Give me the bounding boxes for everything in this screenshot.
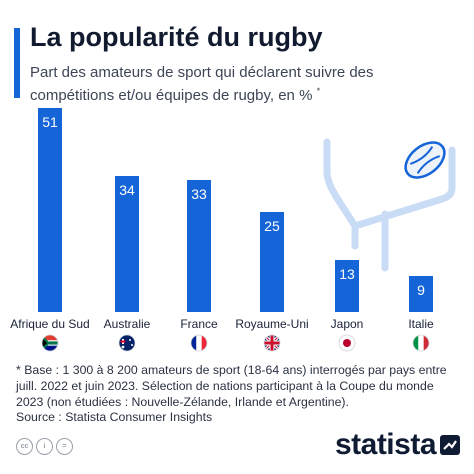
category-label-1: Australie	[104, 317, 151, 331]
italy-flag	[412, 334, 430, 352]
bar-3	[260, 212, 284, 312]
france-flag	[190, 334, 208, 352]
data-label-3: 25	[264, 218, 280, 234]
rugby-decoration	[323, 138, 456, 272]
data-labels-group: 51 34 33 25 13 9	[42, 114, 425, 298]
category-label-2: France	[180, 317, 218, 331]
subtitle-footnote-marker: *	[316, 86, 321, 96]
rugby-ball-icon	[404, 141, 446, 179]
category-label-4: Japon	[331, 317, 364, 331]
south-africa-flag	[41, 334, 59, 352]
chart-subtitle: Part des amateurs de sport qui déclarent…	[30, 63, 460, 105]
license-icons: cc i =	[16, 438, 73, 455]
united-kingdom-flag	[263, 334, 281, 352]
creative-commons-icon[interactable]: cc	[16, 438, 33, 455]
bar-1	[115, 176, 139, 312]
rugby-goal-posts-icon	[323, 138, 456, 272]
data-label-1: 34	[119, 182, 135, 198]
data-label-4: 13	[339, 266, 355, 282]
statista-logo[interactable]: statista	[335, 428, 460, 462]
bar-5	[409, 276, 433, 312]
title-accent-bar	[14, 28, 20, 98]
footnote: * Base : 1 300 à 8 200 amateurs de sport…	[16, 363, 447, 409]
japan-flag	[338, 334, 356, 352]
statista-mark-icon	[440, 435, 460, 455]
data-label-0: 51	[42, 114, 58, 130]
no-derivatives-icon[interactable]: =	[56, 438, 73, 455]
bar-4	[335, 260, 359, 312]
data-label-2: 33	[191, 186, 207, 202]
brand-name: statista	[334, 428, 437, 461]
category-label-3: Royaume-Uni	[235, 317, 308, 331]
attribution-icon[interactable]: i	[36, 438, 53, 455]
category-label-5: Italie	[408, 317, 434, 331]
bars-group	[38, 108, 433, 312]
bar-2	[187, 180, 211, 312]
australia-flag	[118, 334, 136, 352]
data-label-5: 9	[417, 282, 425, 298]
category-label-0: Afrique du Sud	[10, 317, 89, 331]
flags-group	[41, 334, 430, 352]
category-labels-group: Afrique du Sud Australie France Royaume-Uni…	[10, 317, 434, 331]
subtitle-text: Part des amateurs de sport qui déclarent…	[30, 64, 374, 104]
page-title: La popularité du rugby	[30, 22, 323, 52]
source-note: Source : Statista Consumer Insights	[16, 410, 213, 424]
bar-0	[38, 108, 62, 312]
